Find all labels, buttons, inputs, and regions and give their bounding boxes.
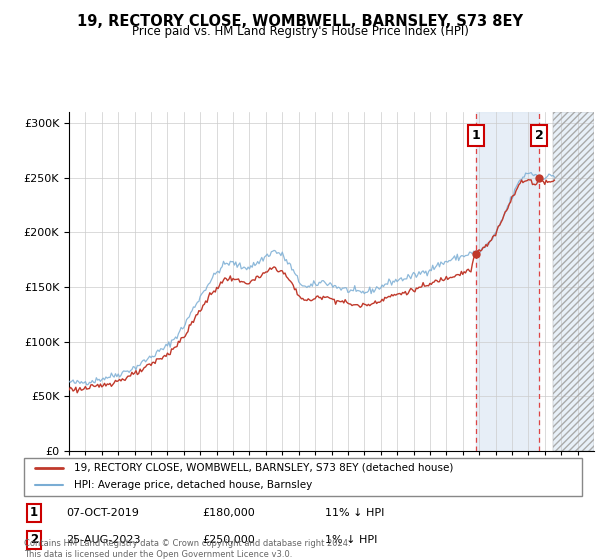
Bar	[476, 112, 539, 451]
Text: 11% ↓ HPI: 11% ↓ HPI	[325, 508, 385, 518]
Text: £250,000: £250,000	[203, 535, 256, 545]
Text: Price paid vs. HM Land Registry's House Price Index (HPI): Price paid vs. HM Land Registry's House …	[131, 25, 469, 38]
Text: 19, RECTORY CLOSE, WOMBWELL, BARNSLEY, S73 8EY (detached house): 19, RECTORY CLOSE, WOMBWELL, BARNSLEY, S…	[74, 463, 454, 473]
FancyBboxPatch shape	[24, 458, 582, 496]
Text: 2: 2	[535, 129, 543, 142]
Text: HPI: Average price, detached house, Barnsley: HPI: Average price, detached house, Barn…	[74, 480, 313, 491]
Text: 07-OCT-2019: 07-OCT-2019	[66, 508, 139, 518]
Text: 2: 2	[30, 533, 38, 547]
Text: 1: 1	[30, 506, 38, 519]
Text: £180,000: £180,000	[203, 508, 256, 518]
Text: 19, RECTORY CLOSE, WOMBWELL, BARNSLEY, S73 8EY: 19, RECTORY CLOSE, WOMBWELL, BARNSLEY, S…	[77, 14, 523, 29]
Text: 1: 1	[472, 129, 480, 142]
Bar	[553, 112, 594, 451]
Text: 25-AUG-2023: 25-AUG-2023	[66, 535, 140, 545]
Bar	[553, 112, 594, 451]
Text: 1% ↓ HPI: 1% ↓ HPI	[325, 535, 377, 545]
Text: Contains HM Land Registry data © Crown copyright and database right 2024.
This d: Contains HM Land Registry data © Crown c…	[24, 539, 350, 559]
